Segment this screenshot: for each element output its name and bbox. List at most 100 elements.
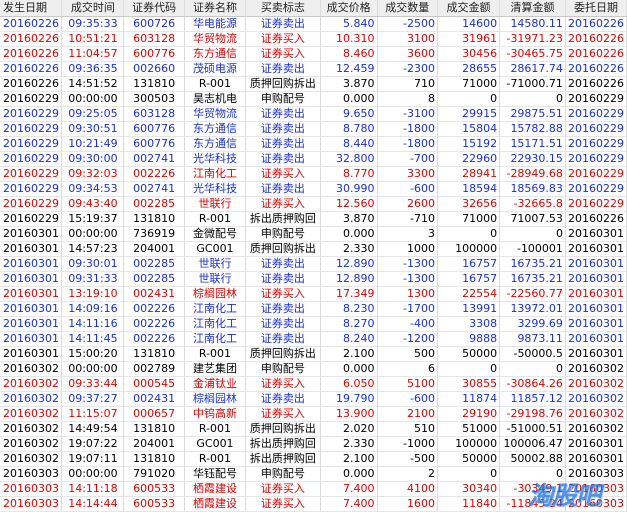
table-row[interactable]: 20160302 11:15:07 000657 中钨高新 证券买入 13.900 2100… [0,406,627,422]
table-row[interactable]: 20160301 00:00:00 736919 金微配号 申购配号 0.000 3 0 0 20… [0,226,627,242]
table-row[interactable]: 20160229 00:00:00 300503 昊志机电 申购配号 0.000 8 0 0 20… [0,91,627,107]
cell-security-code: 600776 [123,136,185,152]
table-row[interactable]: 20160301 14:11:16 002226 江南化工 证券卖出 8.270 -400 3… [0,316,627,332]
cell-security-code: 002431 [123,391,185,407]
column-header-clearing-amount[interactable]: 清算金额 [499,0,566,17]
cell-trade-amount: 100000 [437,241,501,257]
cell-entrust-date: 20160226 [565,16,627,32]
cell-trade-amount: 29190 [437,406,501,422]
cell-trade-price: 0.000 [320,91,378,107]
cell-trade-quantity: 3600 [377,46,438,62]
table-row[interactable]: 20160301 14:57:23 204001 GC001 质押回购拆出 2.330 10… [0,241,627,257]
cell-clearing-amount: 15782.88 [499,121,566,137]
cell-trade-price: 7.400 [320,481,378,497]
cell-entrust-date: 20160229 [565,121,627,137]
cell-trade-price: 0.000 [320,226,378,242]
table-row[interactable]: 20160226 09:35:33 600726 华电能源 证券卖出 5.840 -2500… [0,16,627,32]
cell-clearing-amount: 0 [499,466,566,482]
table-row[interactable]: 20160226 14:51:52 131810 R-001 质押回购拆出 3.870 71… [0,76,627,92]
cell-trade-time: 14:09:16 [61,301,125,317]
column-header-trade-action[interactable]: 买卖标志 [245,0,321,17]
cell-occur-date: 20160229 [0,166,63,182]
cell-security-name: 建艺集团 [184,361,247,377]
table-row[interactable]: 20160229 09:25:05 603128 华贸物流 证券卖出 9.650 -3100… [0,106,627,122]
cell-clearing-amount: -30864.26 [499,376,566,392]
cell-entrust-date: 20160302 [565,361,627,377]
cell-clearing-amount: -30465.75 [499,46,566,62]
table-row[interactable]: 20160302 19:07:11 131810 R-001 拆出质押购回 2.100 -5… [0,451,627,467]
column-header-trade-amount[interactable]: 成交金额 [437,0,501,17]
cell-clearing-amount: 16735.21 [499,256,566,272]
table-row[interactable]: 20160229 09:32:03 002226 江南化工 证券买入 8.770 3300 2… [0,166,627,182]
watermark-logo: 淘股吧 [528,481,601,510]
cell-trade-quantity: -1300 [377,256,438,272]
table-row[interactable]: 20160229 09:30:00 002741 光华科技 证券卖出 32.800 -700… [0,151,627,167]
table-row[interactable]: 20160301 15:00:20 131810 R-001 质押回购拆出 2.100 50… [0,346,627,362]
table-row[interactable]: 20160301 14:11:45 002226 江南化工 证券卖出 8.240 -1200… [0,331,627,347]
cell-trade-quantity: 2100 [377,406,438,422]
cell-trade-quantity: -1700 [377,301,438,317]
table-row[interactable]: 20160229 09:43:40 002285 世联行 证券买入 12.560 2600 3… [0,196,627,212]
cell-trade-time: 10:21:49 [61,136,125,152]
cell-security-name: R-001 [184,211,247,227]
cell-clearing-amount: 0 [499,91,566,107]
table-row[interactable]: 20160302 09:33:44 000545 金浦钛业 证券买入 6.050 5100 3… [0,376,627,392]
table-row[interactable]: 20160303 00:00:00 791020 华钰配号 申购配号 0.000 2 0 0 20… [0,466,627,482]
table-row[interactable]: 20160301 09:31:33 002285 世联行 证券卖出 12.890 -1300… [0,271,627,287]
cell-clearing-amount: -50000.5 [499,346,566,362]
cell-trade-time: 09:35:33 [61,16,125,32]
cell-trade-amount: 9888 [437,331,501,347]
cell-trade-amount: 30855 [437,376,501,392]
table-row[interactable]: 20160229 15:19:37 131810 R-001 拆出质押购回 3.870 -7… [0,211,627,227]
column-header-security-name[interactable]: 证券名称 [184,0,247,17]
table-row[interactable]: 20160229 09:30:51 600776 东方通信 证券卖出 8.780 -1800… [0,121,627,137]
cell-trade-time: 14:11:18 [61,481,125,497]
cell-entrust-date: 20160229 [565,136,627,152]
table-row[interactable]: 20160302 19:07:22 204001 GC001 拆出质押购回 2.330 -1… [0,436,627,452]
cell-trade-time: 15:19:37 [61,211,125,227]
cell-security-name: GC001 [184,241,247,257]
cell-trade-amount: 28655 [437,61,501,77]
column-header-trade-time[interactable]: 成交时间 [61,0,125,17]
table-row[interactable]: 20160226 09:36:35 002660 茂硕电源 证券卖出 12.459 -230… [0,61,627,77]
cell-trade-action: 证券卖出 [245,271,321,287]
cell-clearing-amount: 71007.53 [499,211,566,227]
cell-security-name: 东方通信 [184,136,247,152]
table-row[interactable]: 20160303 14:11:18 600533 栖霞建设 证券买入 7.400 4100 3… [0,481,627,497]
cell-trade-action: 申购配号 [245,361,321,377]
cell-clearing-amount: 18569.83 [499,181,566,197]
table-row[interactable]: 20160229 09:34:53 002741 光华科技 证券卖出 30.990 -600… [0,181,627,197]
table-row[interactable]: 20160229 10:21:49 600776 东方通信 证券卖出 8.440 -1800… [0,136,627,152]
column-header-entrust-date[interactable]: 委托日期 [565,0,627,17]
column-header-occur-date[interactable]: 发生日期 [0,0,63,17]
cell-clearing-amount: 0 [499,361,566,377]
table-row[interactable]: 20160302 00:00:00 002789 建艺集团 申购配号 0.000 6 0 0 20… [0,361,627,377]
cell-security-code: 131810 [123,76,185,92]
cell-trade-quantity: 3300 [377,166,438,182]
cell-security-code: 002431 [123,286,185,302]
table-row[interactable]: 20160302 09:37:27 002431 棕榈园林 证券卖出 19.790 -600… [0,391,627,407]
cell-trade-action: 拆出质押购回 [245,451,321,467]
cell-occur-date: 20160303 [0,496,63,512]
cell-trade-price: 2.020 [320,421,378,437]
cell-trade-quantity: 8 [377,91,438,107]
table-row[interactable]: 20160302 14:49:54 131810 R-001 质押回购拆出 2.020 51… [0,421,627,437]
cell-trade-quantity: 1000 [377,241,438,257]
cell-trade-price: 2.330 [320,241,378,257]
table-row[interactable]: 20160301 13:19:10 002431 棕榈园林 证券买入 17.349 1300… [0,286,627,302]
column-header-trade-quantity[interactable]: 成交数量 [377,0,438,17]
table-row[interactable]: 20160301 09:30:01 002285 世联行 证券卖出 12.890 -1300… [0,256,627,272]
column-header-security-code[interactable]: 证券代码 [123,0,185,17]
table-row[interactable]: 20160303 14:14:44 600533 栖霞建设 证券买入 7.400 1600 1… [0,496,627,512]
column-header-trade-price[interactable]: 成交价格 [320,0,378,17]
cell-occur-date: 20160301 [0,271,63,287]
cell-security-name: 华电能源 [184,16,247,32]
cell-trade-amount: 30340 [437,481,501,497]
cell-occur-date: 20160229 [0,106,63,122]
table-row[interactable]: 20160226 10:51:21 603128 华贸物流 证券买入 10.310 3100… [0,31,627,47]
table-row[interactable]: 20160226 11:04:57 600776 东方通信 证券买入 8.460 3600 3… [0,46,627,62]
cell-trade-amount: 15804 [437,121,501,137]
cell-trade-amount: 100000 [437,436,501,452]
table-row[interactable]: 20160301 14:09:16 002226 江南化工 证券卖出 8.230 -1700… [0,301,627,317]
cell-security-code: 002226 [123,331,185,347]
